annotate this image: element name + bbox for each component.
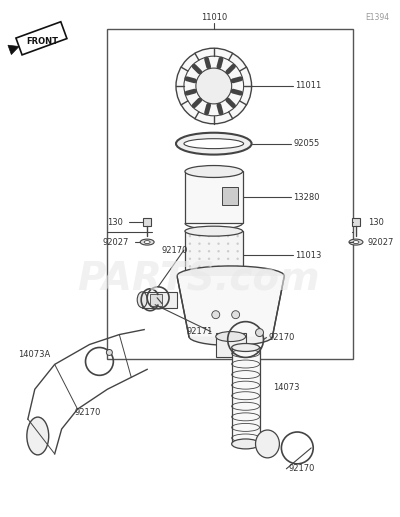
Ellipse shape (232, 439, 260, 449)
Circle shape (236, 273, 239, 275)
Circle shape (208, 265, 210, 268)
Ellipse shape (232, 343, 260, 352)
Ellipse shape (184, 139, 244, 148)
Circle shape (198, 265, 201, 268)
Bar (185, 172, 243, 223)
Bar (107, 29, 353, 359)
Circle shape (217, 250, 220, 252)
Circle shape (227, 257, 229, 260)
Bar (352, 218, 360, 226)
Circle shape (227, 242, 229, 245)
Ellipse shape (177, 266, 284, 286)
Ellipse shape (185, 165, 243, 177)
Circle shape (189, 265, 191, 268)
Ellipse shape (349, 239, 363, 245)
Polygon shape (8, 45, 19, 55)
Circle shape (198, 273, 201, 275)
Ellipse shape (144, 240, 150, 244)
Text: 92170: 92170 (74, 407, 101, 417)
Ellipse shape (140, 239, 154, 245)
Circle shape (236, 250, 239, 252)
Text: 92171: 92171 (187, 327, 213, 336)
Circle shape (217, 242, 220, 245)
Ellipse shape (137, 292, 147, 308)
Circle shape (217, 257, 220, 260)
Ellipse shape (353, 240, 359, 244)
Ellipse shape (189, 328, 272, 345)
Circle shape (217, 235, 220, 237)
Bar (232, 347, 260, 444)
Text: 92027: 92027 (102, 238, 129, 247)
Circle shape (208, 257, 210, 260)
Circle shape (232, 311, 240, 318)
Bar (142, 292, 177, 308)
Text: 92055: 92055 (293, 139, 320, 148)
Circle shape (208, 235, 210, 237)
Text: 11010: 11010 (201, 13, 227, 22)
Circle shape (106, 349, 112, 356)
Circle shape (189, 257, 191, 260)
Circle shape (198, 257, 201, 260)
Circle shape (227, 265, 229, 268)
Circle shape (217, 273, 220, 275)
Ellipse shape (176, 133, 252, 155)
Ellipse shape (216, 331, 246, 342)
Text: PARTS.com: PARTS.com (78, 261, 320, 299)
Circle shape (227, 250, 229, 252)
Circle shape (236, 242, 239, 245)
Circle shape (227, 235, 229, 237)
Circle shape (212, 311, 220, 318)
Text: 13280: 13280 (293, 193, 320, 202)
Circle shape (196, 68, 232, 104)
Ellipse shape (185, 226, 243, 236)
Circle shape (236, 265, 239, 268)
Text: 130: 130 (107, 218, 123, 227)
Text: 92170: 92170 (161, 246, 188, 254)
Text: 14073A: 14073A (18, 350, 50, 359)
Bar (222, 187, 238, 205)
Circle shape (236, 257, 239, 260)
Circle shape (198, 242, 201, 245)
Circle shape (208, 273, 210, 275)
Circle shape (227, 273, 229, 275)
Circle shape (236, 235, 239, 237)
Circle shape (208, 242, 210, 245)
Text: 14073: 14073 (274, 383, 300, 392)
Circle shape (176, 48, 252, 124)
Circle shape (198, 250, 201, 252)
Circle shape (217, 265, 220, 268)
Bar (16, 22, 67, 55)
Circle shape (189, 242, 191, 245)
Bar (185, 231, 243, 279)
Ellipse shape (27, 417, 49, 455)
Ellipse shape (256, 430, 280, 458)
Circle shape (198, 235, 201, 237)
Circle shape (189, 235, 191, 237)
Circle shape (256, 329, 264, 337)
Text: 92170: 92170 (268, 333, 295, 342)
Circle shape (189, 250, 191, 252)
Bar (143, 218, 151, 226)
Circle shape (208, 250, 210, 252)
Text: 130: 130 (368, 218, 384, 227)
Text: 11011: 11011 (295, 82, 322, 90)
Text: 11013: 11013 (295, 251, 322, 260)
Circle shape (189, 273, 191, 275)
Text: E1394: E1394 (366, 13, 390, 22)
Polygon shape (177, 276, 284, 337)
Text: 92027: 92027 (368, 238, 394, 247)
Text: FRONT: FRONT (26, 37, 58, 45)
Bar (150, 294, 162, 306)
Text: 92170: 92170 (288, 464, 315, 473)
Bar (216, 332, 246, 357)
